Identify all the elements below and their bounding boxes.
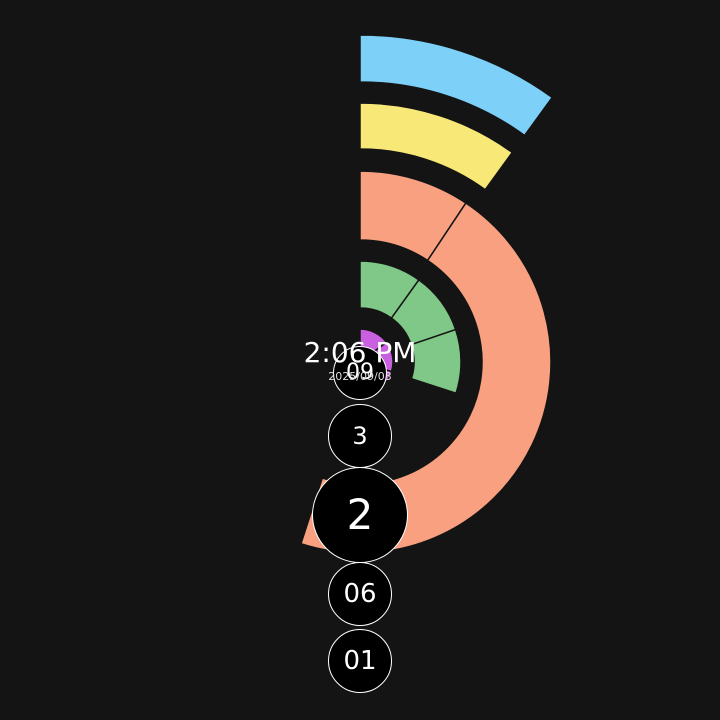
bubble-3-label: 3: [352, 422, 368, 450]
ring-minutes-segment-1: [359, 102, 514, 191]
ring-seconds-segment-1: [359, 34, 554, 137]
bubble-top-label: 09: [346, 360, 374, 385]
bubble-01[interactable]: 01: [328, 629, 392, 693]
ring-day-segment-3: [410, 328, 462, 395]
bubble-top[interactable]: 09: [333, 346, 387, 400]
bubble-01-label: 01: [343, 646, 377, 676]
bubble-3[interactable]: 3: [328, 404, 392, 468]
bubble-2[interactable]: 2: [312, 467, 408, 563]
bubble-06-label: 06: [343, 579, 377, 609]
bubble-06[interactable]: 06: [328, 562, 392, 626]
bubble-2-label: 2: [346, 490, 374, 539]
